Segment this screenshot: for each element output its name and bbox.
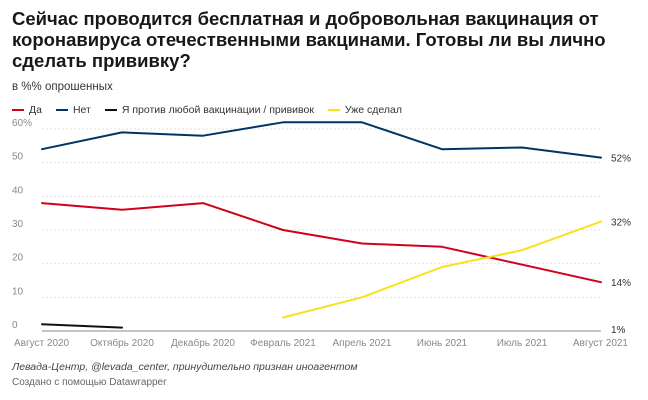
legend-label-vaccinated: Уже сделал [344,104,402,116]
end-label: 1% [611,325,626,336]
y-tick-label: 20 [12,253,24,264]
y-tick-label: 60% [12,118,32,129]
y-tick-label: 0 [12,320,18,331]
legend-item-yes: Да [12,104,42,116]
end-label: 52% [611,154,631,165]
legend-label-against: Я против любой вакцинации / прививок [121,104,314,116]
x-tick-label: Август 2020 [14,338,70,349]
x-tick-label: Июль 2021 [497,338,548,349]
chart-subtitle: в %% опрошенных [12,81,113,93]
x-tick-label: Октябрь 2020 [90,337,154,349]
legend-swatch-no [55,109,68,111]
x-tick-label: Декабрь 2020 [171,337,235,349]
y-tick-label: 40 [12,185,24,196]
x-tick-label: Февраль 2021 [250,338,316,349]
y-tick-label: 50 [12,152,24,163]
legend-swatch-vaccinated [327,109,340,111]
end-label: 14% [611,278,631,289]
x-tick-label: Август 2021 [573,338,629,349]
y-tick-label: 10 [12,286,24,297]
footer-credit: Создано с помощью Datawrapper [12,377,167,388]
end-label: 32% [611,218,631,229]
legend-label-no: Нет [72,104,91,116]
legend-item-vaccinated: Уже сделал [327,104,402,116]
legend-item-no: Нет [55,104,91,116]
x-tick-label: Апрель 2021 [333,338,392,349]
legend-item-against: Я против любой вакцинации / прививок [104,104,314,116]
line-against [41,323,123,329]
legend-swatch-yes [12,109,24,111]
line-no [41,121,602,159]
y-tick-label: 30 [12,219,24,230]
legend: Да Нет Я против любой вакцинации / приви… [12,104,416,116]
legend-label-yes: Да [29,104,42,116]
line-vaccinated [282,220,602,319]
chart-title: Сейчас проводится бесплатная и доброволь… [12,8,606,71]
x-tick-label: Июнь 2021 [417,338,468,349]
legend-swatch-against [104,109,117,111]
footer-source: Левада-Центр, @levada_center, принудител… [12,361,358,373]
line-yes [41,202,602,284]
